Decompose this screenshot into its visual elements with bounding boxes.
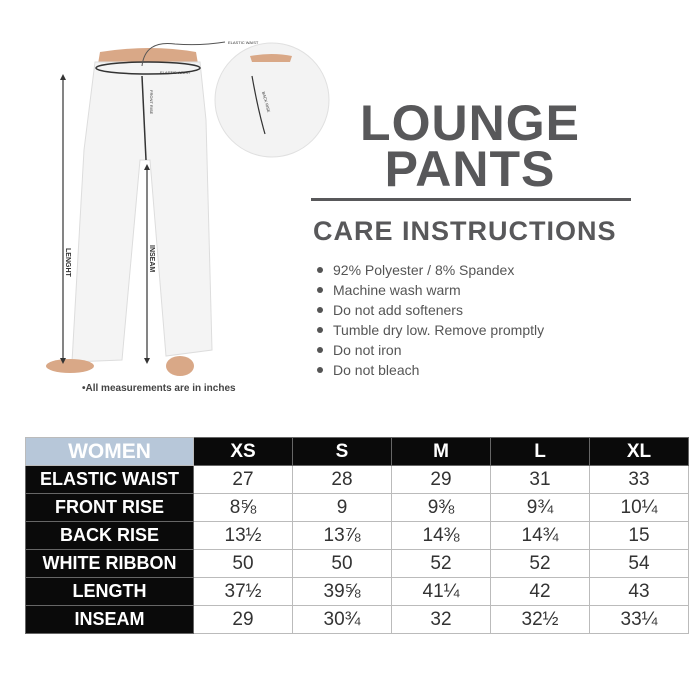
table-cell: 13½ — [193, 521, 293, 550]
table-cell: 10¼ — [589, 493, 689, 522]
bullet-icon — [317, 287, 323, 293]
care-item: Do not iron — [317, 340, 544, 360]
divider — [311, 198, 631, 201]
measurement-note: •All measurements are in inches — [82, 383, 236, 394]
table-row: FRONT RISE 8⅝ 9 9⅜ 9¾ 10¼ — [25, 493, 689, 522]
table-cell: 14¾ — [490, 521, 590, 550]
care-list: 92% Polyester / 8% Spandex Machine wash … — [317, 260, 544, 380]
title-line-1: LOUNGE — [360, 95, 580, 151]
table-cell: 37½ — [193, 577, 293, 606]
table-cell: 29 — [193, 605, 293, 634]
title-line-2: PANTS — [384, 141, 556, 197]
table-cell: 28 — [292, 465, 392, 494]
table-cell: 50 — [193, 549, 293, 578]
label-elastic-waist-top: ELASTIC WAIST — [228, 40, 259, 45]
pants-shape — [71, 61, 213, 363]
left-foot — [46, 359, 94, 373]
size-s: S — [292, 437, 392, 466]
table-cell: 50 — [292, 549, 392, 578]
corner-label: WOMEN — [25, 437, 194, 466]
right-foot — [166, 356, 194, 376]
table-cell: 29 — [391, 465, 491, 494]
bullet-icon — [317, 347, 323, 353]
table-row: ELASTIC WAIST 27 28 29 31 33 — [25, 465, 689, 494]
table-row: INSEAM 29 30¾ 32 32½ 33¼ — [25, 605, 689, 634]
table-cell: 39⅝ — [292, 577, 392, 606]
size-l: L — [490, 437, 590, 466]
row-label: INSEAM — [25, 605, 194, 634]
table-row: WHITE RIBBON 50 50 52 52 54 — [25, 549, 689, 578]
table-cell: 54 — [589, 549, 689, 578]
size-m: M — [391, 437, 491, 466]
table-row: LENGTH 37½ 39⅝ 41¼ 42 43 — [25, 577, 689, 606]
row-label: ELASTIC WAIST — [25, 465, 194, 494]
bullet-icon — [317, 307, 323, 313]
elastic-waist-measure — [95, 61, 201, 75]
size-xs: XS — [193, 437, 293, 466]
bullet-icon — [317, 267, 323, 273]
table-cell: 33 — [589, 465, 689, 494]
bullet-icon — [317, 367, 323, 373]
care-item: Do not bleach — [317, 360, 544, 380]
table-row: BACK RISE 13½ 13⅞ 14⅜ 14¾ 15 — [25, 521, 689, 550]
table-cell: 9 — [292, 493, 392, 522]
care-heading: CARE INSTRUCTIONS — [313, 216, 617, 246]
table-cell: 13⅞ — [292, 521, 392, 550]
size-chart: WOMEN XS S M L XL ELASTIC WAIST 27 28 29 31 3… — [25, 437, 689, 634]
label-inseam: INSEAM — [148, 245, 155, 272]
table-cell: 31 — [490, 465, 590, 494]
back-detail-circle — [214, 42, 330, 158]
care-item: 92% Polyester / 8% Spandex — [317, 260, 544, 280]
table-cell: 27 — [193, 465, 293, 494]
table-cell: 52 — [490, 549, 590, 578]
table-cell: 9¾ — [490, 493, 590, 522]
table-cell: 8⅝ — [193, 493, 293, 522]
care-item: Machine wash warm — [317, 280, 544, 300]
table-cell: 9⅜ — [391, 493, 491, 522]
table-cell: 32½ — [490, 605, 590, 634]
table-cell: 14⅜ — [391, 521, 491, 550]
bullet-icon — [317, 327, 323, 333]
table-cell: 42 — [490, 577, 590, 606]
table-cell: 30¾ — [292, 605, 392, 634]
table-cell: 32 — [391, 605, 491, 634]
label-elastic-waist: ELASTIC WAIST — [160, 70, 191, 75]
size-header-row: WOMEN XS S M L XL — [25, 437, 689, 466]
care-item: Do not add softeners — [317, 300, 544, 320]
back-rise-measure — [251, 75, 266, 135]
table-cell: 52 — [391, 549, 491, 578]
waist-callout — [141, 41, 226, 67]
row-label: BACK RISE — [25, 521, 194, 550]
care-item: Tumble dry low. Remove promptly — [317, 320, 544, 340]
row-label: LENGTH — [25, 577, 194, 606]
front-rise-measure — [141, 75, 147, 161]
table-cell: 41¼ — [391, 577, 491, 606]
table-cell: 33¼ — [589, 605, 689, 634]
row-label: WHITE RIBBON — [25, 549, 194, 578]
label-front-rise: FRONT RISE — [149, 90, 154, 114]
label-length: LENGHT — [64, 248, 71, 278]
label-back-rise: BACK RISE — [261, 91, 271, 113]
size-xl: XL — [589, 437, 689, 466]
table-cell: 15 — [589, 521, 689, 550]
row-label: FRONT RISE — [25, 493, 194, 522]
torso — [98, 48, 198, 64]
pants-illustration: ELASTIC WAIST ELASTIC WAIST FRONT RISE L… — [46, 40, 330, 376]
table-cell: 43 — [589, 577, 689, 606]
